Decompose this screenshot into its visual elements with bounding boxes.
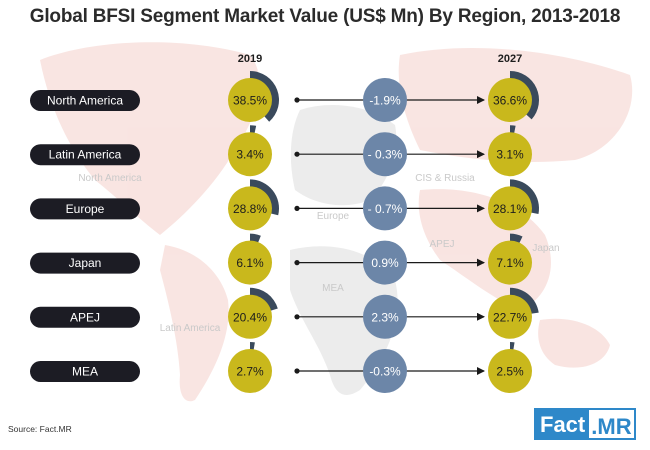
share-2019-latin-america-circle [228,132,272,177]
share-2027-north-america-label: 36.6% [493,94,527,108]
share-2027-north-america-share-slice [510,71,539,120]
share-2019-japan-label: 6.1% [236,256,264,270]
map-label-0: North America [78,173,142,184]
change-label-mea: -0.3% [369,365,401,379]
share-2019-mea-circle [228,349,272,393]
change-latin-america: - 0.3% [363,132,407,177]
share-2027-apej-circle [488,294,532,339]
share-2019-europe-label: 28.8% [233,202,267,216]
share-2019-japan-circle [228,240,272,285]
region-label-apej: APEJ [70,310,100,324]
map-label-1: Latin America [160,323,221,334]
share-2027-latin-america-share-slice [510,125,516,134]
change-label-latin-america: - 0.3% [368,148,403,162]
share-2027-latin-america-circle [488,132,532,177]
share-2019-latin-america: 3.4% [228,125,272,177]
factmr-logo: Fact .MR [534,408,644,440]
share-2019-north-america: 38.5% [228,71,279,122]
share-2019-north-america-circle [228,78,272,122]
change-north-america: -1.9% [363,78,407,122]
share-2019-europe: 28.8% [228,179,279,231]
source-note: Source: Fact.MR [8,424,72,434]
region-pill-latin-america: Latin America [30,144,140,166]
region-label-north-america: North America [47,94,123,108]
region-pill-apej: APEJ [30,306,140,328]
column-header-2019: 2019 [238,53,262,65]
share-2027-apej: 22.7% [488,287,539,339]
share-2019-apej: 20.4% [228,287,278,339]
share-2019-mea: 2.7% [228,342,272,393]
region-pill-europe: Europe [30,198,140,220]
share-2027-north-america-circle [488,78,532,122]
region-pill-north-america: North America [30,90,140,111]
map-label-2: Europe [317,211,350,222]
region-pill-japan: Japan [30,252,140,274]
share-2027-japan-circle [488,240,532,285]
column-header-2027: 2027 [498,53,522,65]
share-2027-mea-label: 2.5% [496,365,524,379]
map-label-6: Japan [532,243,559,254]
share-2027-latin-america: 3.1% [488,125,532,177]
region-label-europe: Europe [66,202,105,216]
share-2027-north-america: 36.6% [488,71,539,122]
share-2019-mea-label: 2.7% [236,365,264,379]
europe-shape [290,105,397,206]
share-2027-mea: 2.5% [488,342,532,393]
share-2027-apej-label: 22.7% [493,310,527,324]
map-label-4: CIS & Russia [415,173,475,184]
share-2019-latin-america-label: 3.4% [236,148,264,162]
change-japan: 0.9% [363,240,407,285]
share-2019-japan: 6.1% [228,233,272,285]
share-2019-japan-share-slice [250,233,261,244]
latin-america-shape [160,245,229,402]
share-2019-apej-share-slice [250,287,278,311]
share-2027-europe-label: 28.1% [493,202,527,216]
logo-part-mr: .MR [589,408,636,440]
region-label-japan: Japan [69,256,102,270]
map-label-3: MEA [322,283,344,294]
share-2019-latin-america-share-slice [250,125,257,134]
share-2019-europe-circle [228,186,272,231]
change-apej: 2.3% [363,294,407,339]
change-mea: -0.3% [363,349,407,393]
region-label-latin-america: Latin America [49,148,122,162]
share-2027-europe: 28.1% [488,179,539,231]
change-label-apej: 2.3% [371,310,399,324]
share-2027-mea-share-slice [510,342,515,351]
share-2027-latin-america-label: 3.1% [496,148,524,162]
share-2019-north-america-share-slice [250,71,279,122]
oceania-shape [538,318,610,368]
share-2027-japan-label: 7.1% [496,256,524,270]
logo-part-fact: Fact [534,408,590,440]
share-2019-north-america-label: 38.5% [233,94,267,108]
change-label-japan: 0.9% [371,256,399,270]
share-2019-apej-label: 20.4% [233,310,267,324]
share-2027-japan: 7.1% [488,233,532,285]
change-europe: - 0.7% [363,186,407,231]
share-2027-europe-circle [488,186,532,231]
share-2019-apej-circle [228,294,272,339]
change-label-europe: - 0.7% [368,202,403,216]
region-label-mea: MEA [72,365,98,379]
change-label-north-america: -1.9% [369,94,401,108]
share-2027-mea-circle [488,349,532,393]
chart-title: Global BFSI Segment Market Value (US$ Mn… [29,6,621,27]
map-label-5: APEJ [429,239,454,250]
share-2019-mea-share-slice [250,342,255,351]
region-pill-mea: MEA [30,361,140,382]
